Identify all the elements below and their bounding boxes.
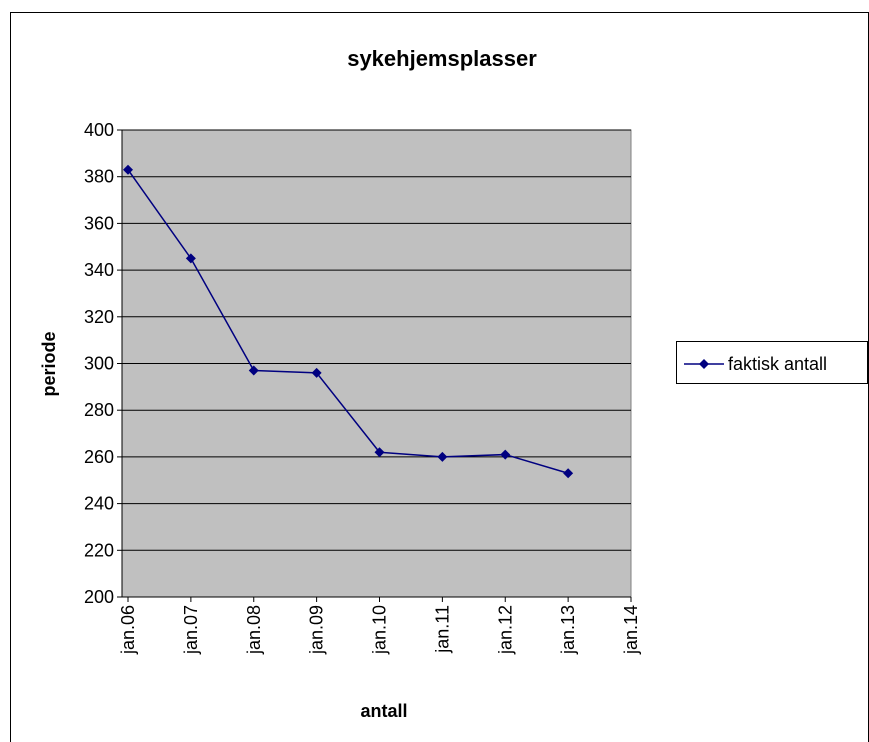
y-tick-label: 360 [84, 213, 114, 233]
y-tick-label: 340 [84, 260, 114, 280]
y-tick-label: 380 [84, 167, 114, 187]
data-point [248, 365, 259, 376]
data-point [374, 447, 385, 458]
legend-box [676, 341, 868, 384]
y-tick-label: 300 [84, 354, 114, 374]
y-tick-label: 260 [84, 447, 114, 467]
data-point [437, 451, 448, 462]
data-point [563, 468, 574, 479]
data-point [500, 449, 511, 460]
y-tick-label: 320 [84, 307, 114, 327]
y-tick-label: 200 [84, 587, 114, 607]
x-tick-label: jan.11 [432, 605, 452, 654]
x-axis-title: antall [360, 701, 407, 721]
data-line [127, 169, 569, 474]
x-tick-label: jan.06 [118, 605, 138, 655]
y-tick-label: 400 [84, 120, 114, 140]
legend-marker [699, 359, 709, 369]
x-tick-label: jan.07 [181, 605, 201, 655]
data-point [185, 253, 196, 264]
data-point [311, 367, 322, 378]
x-tick-label: jan.09 [307, 605, 327, 655]
x-tick-label: jan.14 [621, 605, 641, 655]
y-axis-title: periode [39, 331, 59, 396]
x-tick-label: jan.12 [495, 605, 515, 655]
y-tick-label: 220 [84, 540, 114, 560]
x-tick-label: jan.10 [370, 605, 390, 655]
data-point [123, 164, 133, 175]
y-tick-label: 280 [84, 400, 114, 420]
x-tick-label: jan.13 [558, 605, 578, 655]
chart-title: sykehjemsplasser [347, 46, 537, 71]
y-tick-label: 240 [84, 494, 114, 514]
x-tick-label: jan.08 [244, 605, 264, 655]
legend-label: faktisk antall [728, 354, 827, 374]
